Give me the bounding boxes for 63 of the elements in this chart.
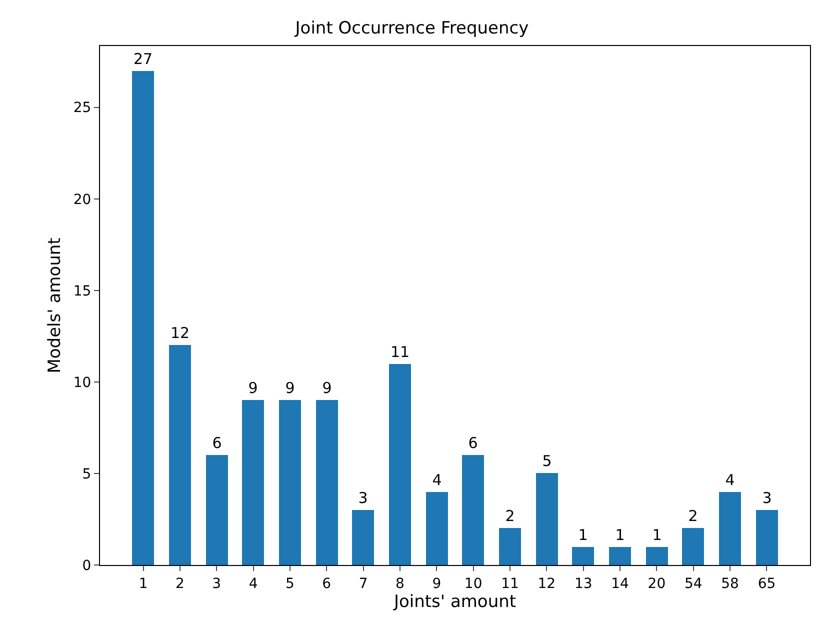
data-label: 9 (322, 379, 332, 397)
data-label: 27 (133, 50, 153, 68)
y-tick-label: 15 (73, 283, 92, 300)
bar (426, 492, 448, 565)
x-tick-label: 9 (432, 576, 442, 592)
bar (462, 455, 484, 565)
x-tick-label: 3 (212, 576, 222, 592)
data-label: 3 (358, 489, 368, 507)
chart-title: Joint Occurrence Frequency (294, 18, 529, 39)
bar (316, 400, 338, 565)
x-tick-label: 58 (721, 576, 739, 592)
data-label: 5 (542, 452, 552, 470)
bar (499, 528, 521, 565)
data-label: 6 (212, 434, 222, 452)
data-label: 9 (248, 379, 258, 397)
data-label: 12 (170, 324, 190, 342)
x-tick-label: 12 (538, 576, 556, 592)
y-axis-title: Models' amount (44, 237, 65, 374)
bar (242, 400, 264, 565)
bar (389, 364, 411, 565)
x-axis-title: Joints' amount (392, 592, 516, 612)
bar (279, 400, 301, 565)
data-label: 4 (432, 471, 442, 489)
x-tick-label: 8 (396, 576, 404, 592)
y-tick-label: 5 (82, 466, 92, 482)
x-tick-label: 13 (574, 576, 592, 592)
y-tick-label: 20 (73, 192, 92, 208)
bar (646, 547, 668, 565)
x-tick-label: 65 (758, 576, 776, 592)
bar (206, 455, 228, 565)
x-tick-label: 11 (501, 576, 519, 592)
x-tick-label: 14 (611, 576, 630, 592)
bar (169, 345, 191, 565)
data-label: 2 (688, 507, 698, 525)
data-label: 1 (652, 526, 662, 544)
bar (719, 492, 741, 565)
bar (609, 547, 631, 565)
data-label: 4 (725, 471, 735, 489)
data-label: 6 (468, 434, 478, 452)
bar (682, 528, 704, 565)
x-tick-label: 10 (464, 576, 482, 592)
x-tick-label: 7 (358, 576, 368, 592)
bar (536, 473, 558, 565)
x-tick-label: 4 (248, 576, 258, 592)
x-tick-label: 20 (648, 576, 666, 592)
data-label: 1 (578, 526, 588, 544)
bar (132, 71, 154, 565)
x-tick-label: 54 (684, 576, 702, 592)
bar (572, 547, 594, 565)
x-tick-label: 1 (138, 576, 148, 592)
y-tick-label: 25 (73, 100, 92, 116)
data-label: 1 (615, 526, 625, 544)
x-tick-label: 6 (322, 576, 332, 592)
y-tick-label: 0 (82, 558, 92, 574)
y-tick-label: 10 (73, 374, 92, 391)
data-label: 9 (285, 379, 295, 397)
x-tick-label: 5 (286, 576, 294, 592)
x-tick-label: 2 (175, 576, 184, 592)
data-label: 11 (390, 343, 410, 361)
bar (756, 510, 778, 565)
data-label: 2 (505, 507, 515, 525)
data-label: 3 (762, 489, 772, 507)
bar (352, 510, 374, 565)
